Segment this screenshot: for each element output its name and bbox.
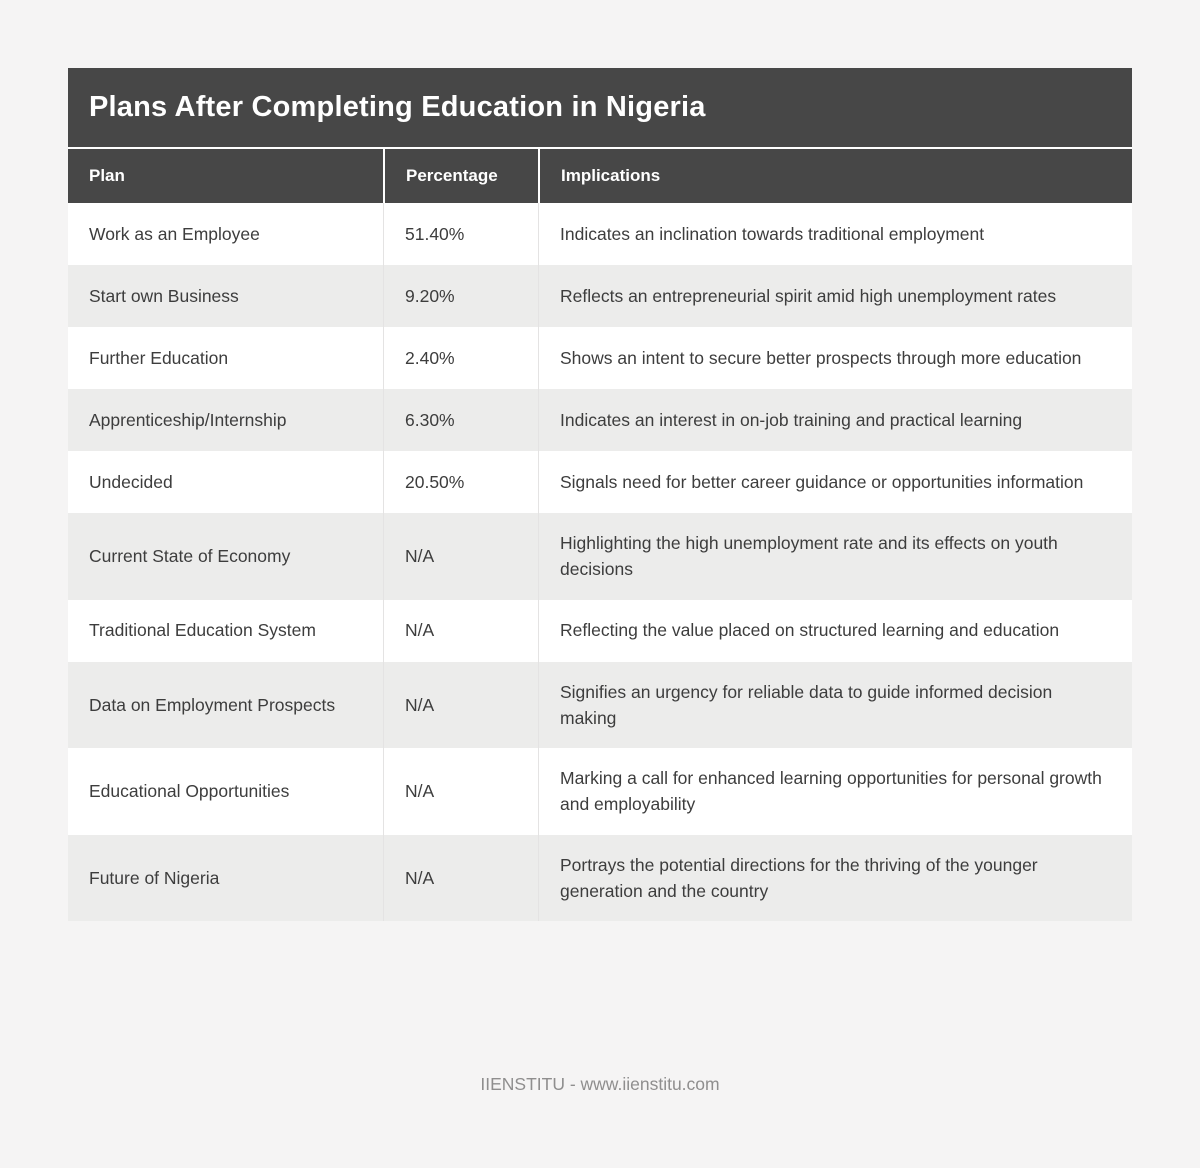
plan-cell: Educational Opportunities <box>68 748 383 835</box>
table-row: Educational Opportunities N/A Marking a … <box>68 748 1132 835</box>
percentage-cell: 51.40% <box>383 203 538 265</box>
table-row: Traditional Education System N/A Reflect… <box>68 599 1132 662</box>
plan-cell: Data on Employment Prospects <box>68 661 383 748</box>
percentage-cell: N/A <box>383 748 538 835</box>
table-row: Current State of Economy N/A Highlightin… <box>68 513 1132 600</box>
percentage-cell: N/A <box>383 599 538 662</box>
table-row: Start own Business 9.20% Reflects an ent… <box>68 265 1132 327</box>
column-header-percentage: Percentage <box>383 147 538 203</box>
table-row: Undecided 20.50% Signals need for better… <box>68 451 1132 513</box>
percentage-cell: 6.30% <box>383 389 538 451</box>
percentage-cell: N/A <box>383 513 538 600</box>
implications-cell: Marking a call for enhanced learning opp… <box>538 748 1132 835</box>
plans-table: Plan Percentage Implications Work as an … <box>68 147 1132 921</box>
plan-cell: Traditional Education System <box>68 599 383 662</box>
implications-cell: Shows an intent to secure better prospec… <box>538 327 1132 389</box>
implications-cell: Signifies an urgency for reliable data t… <box>538 661 1132 748</box>
percentage-cell: N/A <box>383 661 538 748</box>
plan-cell: Further Education <box>68 327 383 389</box>
source-attribution: IIENSTITU - www.iienstitu.com <box>480 1074 720 1094</box>
plan-cell: Undecided <box>68 451 383 513</box>
table-row: Apprenticeship/Internship 6.30% Indicate… <box>68 389 1132 451</box>
plan-cell: Start own Business <box>68 265 383 327</box>
plan-cell: Future of Nigeria <box>68 834 383 921</box>
table-row: Future of Nigeria N/A Portrays the poten… <box>68 834 1132 921</box>
column-header-implications: Implications <box>538 147 1132 203</box>
implications-cell: Reflects an entrepreneurial spirit amid … <box>538 265 1132 327</box>
table-header-row: Plan Percentage Implications <box>68 147 1132 203</box>
column-header-plan: Plan <box>68 147 383 203</box>
plans-table-card: Plans After Completing Education in Nige… <box>68 68 1132 921</box>
implications-cell: Portrays the potential directions for th… <box>538 834 1132 921</box>
plan-cell: Current State of Economy <box>68 513 383 600</box>
percentage-cell: 20.50% <box>383 451 538 513</box>
implications-cell: Indicates an interest in on-job training… <box>538 389 1132 451</box>
percentage-cell: 2.40% <box>383 327 538 389</box>
implications-cell: Highlighting the high unemployment rate … <box>538 513 1132 600</box>
table-title: Plans After Completing Education in Nige… <box>68 68 1132 147</box>
percentage-cell: N/A <box>383 834 538 921</box>
implications-cell: Signals need for better career guidance … <box>538 451 1132 513</box>
table-row: Work as an Employee 51.40% Indicates an … <box>68 203 1132 265</box>
implications-cell: Indicates an inclination towards traditi… <box>538 203 1132 265</box>
table-row: Data on Employment Prospects N/A Signifi… <box>68 661 1132 748</box>
plan-cell: Work as an Employee <box>68 203 383 265</box>
percentage-cell: 9.20% <box>383 265 538 327</box>
table-row: Further Education 2.40% Shows an intent … <box>68 327 1132 389</box>
implications-cell: Reflecting the value placed on structure… <box>538 599 1132 662</box>
plan-cell: Apprenticeship/Internship <box>68 389 383 451</box>
